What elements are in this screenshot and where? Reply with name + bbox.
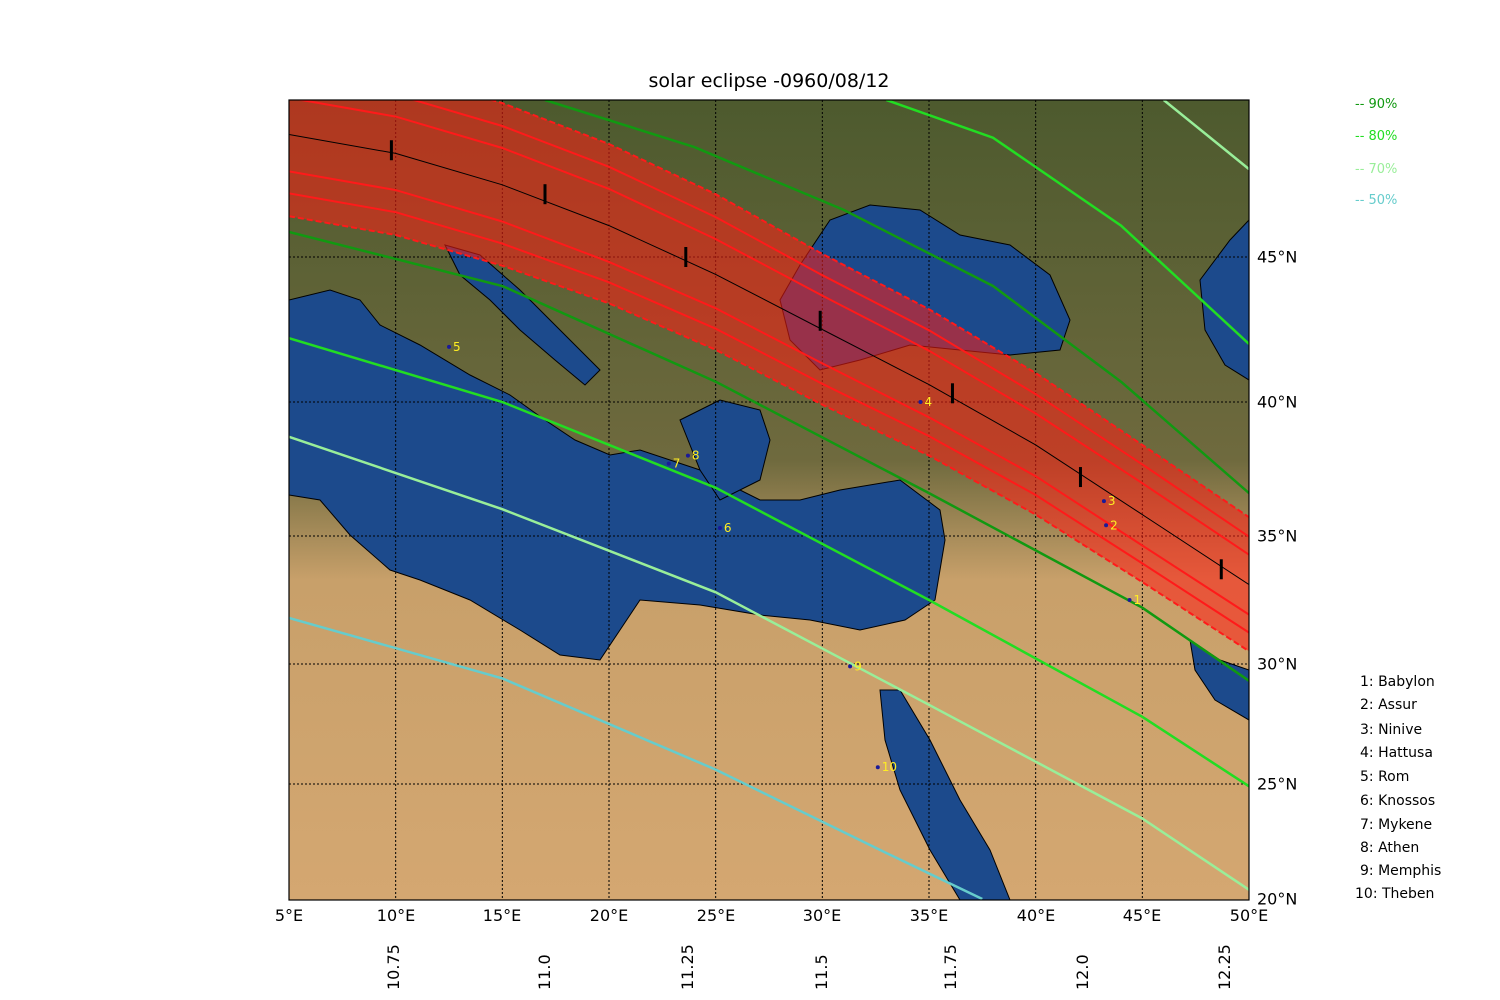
lat-tick-label: 35°N (1257, 526, 1298, 546)
city-key-assur: 2: Assur (1360, 697, 1417, 713)
lon-tick-label: 25°E (696, 906, 736, 925)
coverage-curve-80-percent (289, 337, 1249, 788)
city-number-label: 1 (1134, 593, 1142, 607)
coverage-curve-50-percent (289, 616, 983, 900)
city-key-hattusa: 4: Hattusa (1360, 745, 1433, 761)
city-dot (1127, 598, 1132, 602)
totality-edge-line (289, 170, 1249, 616)
time-tick-label: 11.5 (812, 954, 831, 990)
city-dot (1104, 523, 1109, 528)
adriatic-sea (444, 244, 601, 386)
totality-band (289, 100, 1249, 653)
city-number-label: 6 (724, 521, 732, 535)
lat-tick-label: 30°N (1257, 654, 1298, 674)
map-title: solar eclipse -0960/08/12 (648, 70, 890, 92)
coverage-curve-80-percent (885, 100, 1249, 345)
time-tick-label: 11.75 (941, 944, 960, 990)
lat-tick-label: 20°N (1257, 889, 1298, 909)
city-key-rom: 5: Rom (1360, 769, 1410, 785)
coverage-curve-70-percent (1162, 100, 1249, 171)
lon-tick-label: 45°E (1122, 906, 1162, 925)
city-key-ninive: 3: Ninive (1360, 722, 1423, 738)
city-key-athen: 8: Athen (1360, 840, 1420, 856)
totality-edge-line (295, 100, 1249, 556)
legend-80-percent: -- 80% (1355, 129, 1398, 144)
city-dot (717, 525, 722, 530)
city-key-knossos: 6: Knossos (1360, 793, 1436, 809)
lon-tick-label: 10°E (376, 906, 416, 925)
mediterranean-sea (289, 289, 946, 661)
lat-tick-label: 40°N (1257, 392, 1298, 412)
city-markers: 1 2 3 4 5 6 78 9 10 (447, 340, 1141, 774)
lat-tick-label: 25°N (1257, 774, 1298, 794)
totality-edge-line (488, 100, 1249, 519)
lon-tick-label: 15°E (482, 906, 522, 925)
city-dot (447, 344, 451, 349)
city-number-label: 2 (1110, 518, 1118, 532)
city-number-label: 5 (453, 340, 461, 354)
lon-tick-label: 50°E (1229, 906, 1269, 925)
city-dot (918, 400, 923, 404)
lon-tick-label: 20°E (589, 906, 629, 925)
totality-edge-line (289, 192, 1249, 634)
lon-tick-label: 30°E (802, 906, 842, 925)
coverage-curve-90-percent (544, 100, 1249, 495)
city-number-label: 10 (882, 760, 897, 774)
seas (289, 204, 1249, 900)
caspian-sea (1199, 219, 1249, 381)
city-dot (685, 453, 690, 458)
totality-edge-line (289, 215, 1249, 653)
time-tick-label: 11.0 (535, 954, 554, 990)
coverage-curve-90-percent (289, 230, 1249, 682)
lon-tick-label: 35°E (909, 906, 949, 925)
totality-center-line (289, 134, 1249, 586)
lat-tick-label: 45°N (1257, 247, 1298, 267)
city-dot (848, 664, 853, 669)
city-dot (875, 765, 880, 770)
legend-50-percent: -- 50% (1355, 193, 1398, 208)
time-tick-label: 10.75 (384, 944, 403, 990)
totality-edge-line (410, 100, 1249, 538)
red-sea (879, 689, 1011, 900)
totality-shade (289, 100, 1249, 652)
lon-tick-label: 40°E (1016, 906, 1056, 925)
city-number-label: 8 (692, 449, 700, 463)
time-tick-label: 11.25 (678, 944, 697, 990)
city-number-label: 4 (924, 395, 932, 409)
city-dot (666, 461, 671, 466)
legend-90-percent: -- 90% (1355, 97, 1398, 112)
city-key-memphis: 9: Memphis (1360, 863, 1442, 879)
city-key-babylon: 1: Babylon (1360, 674, 1435, 690)
city-number-label: 3 (1108, 494, 1116, 508)
city-number-label: 9 (854, 659, 862, 673)
city-number-label: 7 (673, 457, 681, 471)
coverage-curve-70-percent (289, 435, 1249, 891)
coverage-curves (289, 100, 1249, 900)
time-tick-label: 12.0 (1073, 954, 1092, 990)
map-frame (288, 99, 1250, 901)
city-key-mykene: 7: Mykene (1360, 817, 1433, 833)
city-key-theben: 10: Theben (1355, 886, 1435, 902)
legend-70-percent: -- 70% (1355, 162, 1398, 177)
city-dot (1101, 499, 1106, 504)
time-tick-label: 12.25 (1215, 944, 1234, 990)
lon-tick-label: 5°E (274, 906, 304, 925)
